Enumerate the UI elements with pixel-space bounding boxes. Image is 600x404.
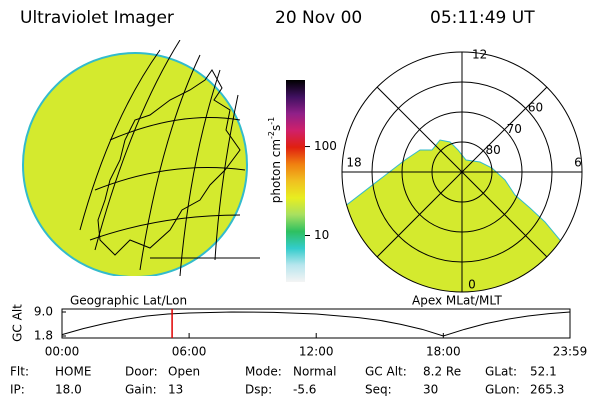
timeline-xtick-label: 06:00 [172, 345, 207, 359]
footer-label: Door: [125, 365, 158, 379]
right-image-label: Apex MLat/MLT [412, 294, 502, 308]
timeline-xtick-label: 23:59 [553, 345, 588, 359]
timeline-ytick-label: 9.0 [34, 305, 53, 319]
colorbar-label: photon cm-2s-1 [267, 117, 283, 204]
mlt-label: 12 [472, 48, 487, 62]
footer-label: Mode: [245, 365, 282, 379]
timeline-xtick-label: 18:00 [426, 345, 461, 359]
footer-label: Seq: [365, 383, 392, 397]
colorbar-tick-label: 100 [314, 139, 337, 153]
mlt-label: 6 [574, 156, 582, 170]
polar-lat-ring [431, 141, 493, 203]
mlt-label: 0 [468, 278, 476, 292]
timeline-xtick-label: 00:00 [45, 345, 80, 359]
footer-value: Normal [293, 365, 336, 379]
polar-lat-ring [371, 81, 553, 263]
footer-value: 265.3 [530, 383, 564, 397]
footer-value: -5.6 [293, 383, 316, 397]
globe-disk [22, 52, 248, 276]
footer-value: 30 [423, 383, 438, 397]
date: 20 Nov 00 [275, 8, 362, 28]
timeline: 9.0 1.8 00:00 06:00 12:00 18:00 23:59 [34, 305, 587, 359]
mlt-label: 18 [346, 156, 361, 170]
footer-value: 18.0 [55, 383, 82, 397]
altitude-curve [61, 311, 571, 337]
colorbar-tick-label: 10 [314, 228, 329, 242]
footer-label: GLon: [485, 383, 520, 397]
timeline-xtick-label: 12:00 [299, 345, 334, 359]
polar-lat-label: 60 [528, 101, 543, 115]
title: Ultraviolet Imager [20, 8, 174, 28]
timeline-ytick-label: 1.8 [34, 329, 53, 343]
polar-grid [341, 51, 583, 293]
left-image-label: Geographic Lat/Lon [70, 294, 187, 308]
footer-value: HOME [55, 365, 91, 379]
polar-lat-label: 70 [507, 122, 522, 136]
footer-label: Dsp: [245, 383, 272, 397]
footer-value: 13 [168, 383, 183, 397]
footer: Flt: HOME IP: 18.0 Door: Open Gain: 13 Mode: Norm… [10, 365, 564, 397]
globe-image [22, 40, 260, 276]
timeline-ylabel: GC Alt [11, 304, 25, 342]
colorbar [286, 80, 305, 282]
polar-lat-label: 80 [485, 143, 500, 157]
footer-value: 52.1 [530, 365, 557, 379]
globe-grid [79, 40, 260, 276]
time: 05:11:49 UT [430, 8, 535, 28]
polar-image [341, 51, 583, 293]
footer-value: 8.2 Re [423, 365, 461, 379]
polar-lat-ring [401, 111, 523, 233]
footer-label: IP: [10, 383, 25, 397]
footer-value: Open [168, 365, 200, 379]
footer-label: Flt: [10, 365, 29, 379]
footer-label: Gain: [125, 383, 157, 397]
footer-label: GLat: [485, 365, 517, 379]
footer-label: GC Alt: [365, 365, 407, 379]
